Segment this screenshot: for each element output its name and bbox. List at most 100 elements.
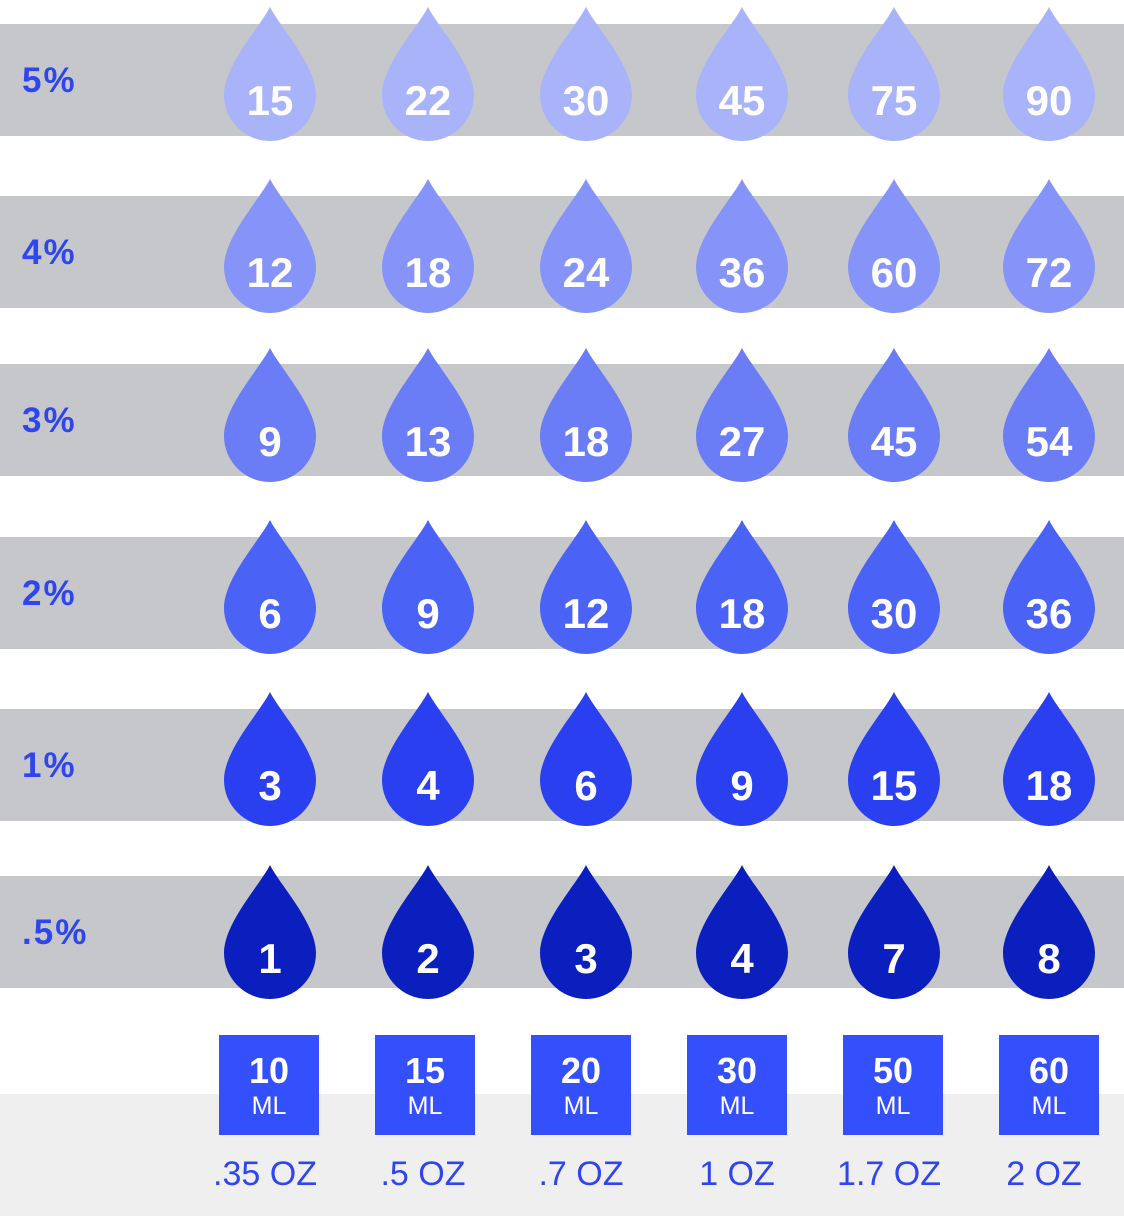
size-box: 20 ML <box>531 1035 631 1135</box>
size-box: 30 ML <box>687 1035 787 1135</box>
drop-icon <box>540 865 632 999</box>
drop-value: 1 <box>258 935 282 982</box>
drop-icon <box>224 348 316 482</box>
drop-icon <box>224 692 316 826</box>
drop-value: 18 <box>718 590 766 637</box>
drop-value: 30 <box>562 77 610 124</box>
drop-icon <box>696 520 788 654</box>
drop-mark: 72 <box>1001 177 1097 315</box>
drop-mark: 18 <box>1001 690 1097 828</box>
drop-mark: 9 <box>222 346 318 484</box>
drop-icon <box>224 7 316 141</box>
drop-value: 15 <box>246 77 294 124</box>
drop-value: 7 <box>882 935 906 982</box>
drop-value: 9 <box>258 418 282 465</box>
drop-mark: 8 <box>1001 863 1097 1001</box>
drop-icon <box>848 7 940 141</box>
drop-icon <box>1003 520 1095 654</box>
drop-icon <box>848 348 940 482</box>
drop-mark: 75 <box>846 5 942 143</box>
drop-value: 13 <box>404 418 452 465</box>
drop-value: 54 <box>1025 418 1073 465</box>
drop-mark: 22 <box>380 5 476 143</box>
size-box: 60 ML <box>999 1035 1099 1135</box>
drop-icon <box>696 7 788 141</box>
drop-mark: 9 <box>694 690 790 828</box>
drop-mark: 15 <box>222 5 318 143</box>
drop-value: 75 <box>870 77 918 124</box>
row-label: 5% <box>22 61 77 100</box>
drop-value: 22 <box>404 77 452 124</box>
drop-mark: 2 <box>380 863 476 1001</box>
drop-value: 18 <box>562 418 610 465</box>
drop-mark: 6 <box>538 690 634 828</box>
drop-mark: 12 <box>538 518 634 656</box>
drop-mark: 12 <box>222 177 318 315</box>
size-oz: .35 OZ <box>213 1155 317 1193</box>
drop-mark: 9 <box>380 518 476 656</box>
drop-icon <box>382 692 474 826</box>
drop-value: 6 <box>258 590 282 637</box>
drop-mark: 18 <box>694 518 790 656</box>
drop-icon <box>696 179 788 313</box>
drop-mark: 4 <box>380 690 476 828</box>
drop-value: 45 <box>870 418 918 465</box>
drop-value: 60 <box>870 249 918 296</box>
drop-value: 9 <box>730 762 754 809</box>
drop-icon <box>382 520 474 654</box>
drop-icon <box>696 865 788 999</box>
size-ml: 60 <box>1028 1050 1070 1091</box>
size-ml-unit: ML <box>563 1092 599 1120</box>
drop-value: 2 <box>416 935 440 982</box>
drop-mark: 45 <box>694 5 790 143</box>
drop-mark: 18 <box>380 177 476 315</box>
size-box: 15 ML <box>375 1035 475 1135</box>
drop-value: 3 <box>258 762 282 809</box>
drop-icon <box>848 865 940 999</box>
size-ml: 15 <box>404 1050 446 1091</box>
size-oz: 2 OZ <box>1006 1155 1082 1193</box>
drop-mark: 27 <box>694 346 790 484</box>
drop-icon <box>224 520 316 654</box>
drop-value: 45 <box>718 77 766 124</box>
drop-mark: 60 <box>846 177 942 315</box>
drop-icon <box>540 179 632 313</box>
drop-icon <box>696 692 788 826</box>
drop-icon <box>1003 7 1095 141</box>
drop-value: 8 <box>1037 935 1061 982</box>
drop-icon <box>540 348 632 482</box>
drop-icon <box>382 7 474 141</box>
drop-icon <box>696 348 788 482</box>
size-oz: .5 OZ <box>380 1155 466 1193</box>
size-ml: 50 <box>872 1050 914 1091</box>
drop-value: 30 <box>870 590 918 637</box>
drop-icon <box>848 692 940 826</box>
drop-icon <box>540 520 632 654</box>
drop-value: 18 <box>404 249 452 296</box>
drop-icon <box>540 692 632 826</box>
drop-icon <box>540 7 632 141</box>
drop-icon <box>224 865 316 999</box>
size-ml-unit: ML <box>1031 1092 1067 1120</box>
drop-value: 72 <box>1025 249 1073 296</box>
size-oz: .7 OZ <box>538 1155 624 1193</box>
drop-icon <box>848 179 940 313</box>
drop-value: 4 <box>416 762 440 809</box>
drop-mark: 7 <box>846 863 942 1001</box>
drop-value: 90 <box>1025 77 1073 124</box>
drop-mark: 54 <box>1001 346 1097 484</box>
size-ml: 30 <box>716 1050 758 1091</box>
row-label: 4% <box>22 233 77 272</box>
drop-mark: 18 <box>538 346 634 484</box>
drop-value: 36 <box>718 249 766 296</box>
size-ml: 10 <box>248 1050 290 1091</box>
drop-icon <box>848 520 940 654</box>
drop-mark: 36 <box>694 177 790 315</box>
drop-mark: 90 <box>1001 5 1097 143</box>
drop-value: 36 <box>1025 590 1073 637</box>
drop-value: 3 <box>574 935 598 982</box>
size-ml-unit: ML <box>875 1092 911 1120</box>
drop-mark: 3 <box>222 690 318 828</box>
size-ml: 20 <box>560 1050 602 1091</box>
drop-icon <box>1003 348 1095 482</box>
